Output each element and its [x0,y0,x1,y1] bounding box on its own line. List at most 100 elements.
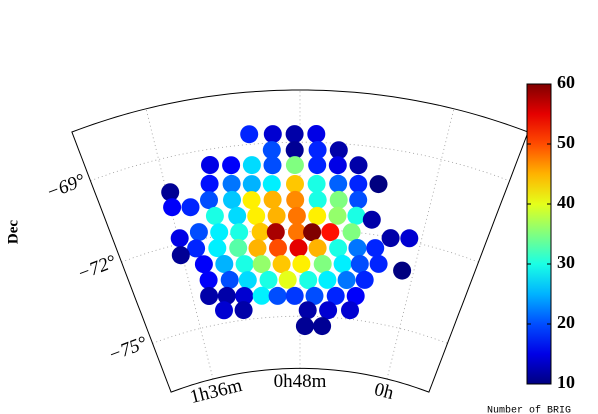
field-dot [222,156,241,175]
field-dot [252,255,271,274]
field-dot [187,239,206,258]
field-dot [393,261,412,280]
field-dot [200,287,219,305]
field-dot [201,156,219,174]
field-dot [262,175,281,194]
field-dot [189,223,208,242]
field-dot [223,190,241,209]
field-dot [355,270,374,289]
field-dot [381,229,400,248]
field-dot [299,271,318,289]
field-dot [308,141,327,159]
field-dot [288,223,306,242]
field-dot [318,270,337,289]
field-dot [369,175,388,194]
field-dot [267,206,286,225]
field-dot [341,301,359,320]
field-dot [292,255,311,273]
field-dot [329,239,348,258]
colorbar-label: Number of BRIG [487,405,571,414]
field-dot [308,206,327,225]
field-dot [230,223,249,242]
field-dot [347,206,366,225]
field-dot [285,156,304,175]
field-dot [286,175,304,193]
field-dot [200,174,219,193]
field-dot [259,270,278,289]
field-dot [263,190,282,209]
field-dot [333,254,352,273]
field-dot [266,223,285,242]
y-tick-label: −75° [106,332,151,366]
field-dot [215,301,233,320]
x-tick-label: 1h36m [188,375,244,408]
field-dot [240,125,259,144]
field-dot [222,174,241,193]
field-dot [349,190,368,209]
field-dot [349,156,368,175]
field-dot [220,270,239,289]
field-dot [252,286,271,305]
colorbar-tick-label: 20 [557,312,575,332]
field-dot [349,174,368,193]
field-dot [329,190,348,209]
field-dot [305,286,324,305]
map-frame [71,89,529,393]
field-dot [342,223,361,242]
field-dot [208,239,227,258]
field-dot [268,286,287,305]
field-dot [242,156,261,175]
field-dot [263,125,282,144]
grid-line [386,108,455,380]
field-dot [308,239,327,258]
field-dot [278,270,297,289]
field-dot [181,198,200,217]
field-dot [163,198,182,217]
field-dot [199,271,218,290]
field-dot [285,286,304,305]
field-dot [229,238,248,257]
field-dot [308,156,327,175]
field-dot [205,206,224,225]
field-dot [298,301,317,320]
y-axis-label: Dec [5,220,21,244]
field-dot [217,286,236,305]
field-dot [295,317,314,336]
field-dot [272,255,291,274]
y-tick-label: −72° [75,251,120,285]
field-dot [171,246,190,265]
field-dot [251,222,270,241]
field-dot [308,190,327,209]
field-dot [170,229,189,248]
field-dot [235,287,254,305]
field-dot [286,190,305,209]
field-dot [242,191,261,210]
field-dot [307,174,326,193]
field-dot [307,125,326,143]
field-dot [210,223,229,242]
x-tick-label: 0h48m [274,371,327,392]
field-dot [234,301,253,320]
field-dot [161,183,180,202]
field-dot [269,239,287,257]
y-tick-label: −69° [44,170,89,204]
field-dot [329,141,348,160]
field-dot [303,223,322,242]
field-dot [289,239,308,258]
field-dot [235,255,254,274]
colorbar-tick-label: 30 [557,252,575,272]
field-dot [346,287,365,305]
field-dot [326,286,345,305]
colorbar-tick-label: 50 [557,132,575,152]
field-dot [228,206,247,225]
colorbar [526,83,552,385]
field-dot [248,239,267,258]
colorbar-tick-label: 60 [557,72,575,92]
field-dot [263,156,282,175]
field-dot [328,156,347,175]
field-dot [200,191,218,210]
field-dot [321,223,340,242]
field-dot [400,229,419,248]
